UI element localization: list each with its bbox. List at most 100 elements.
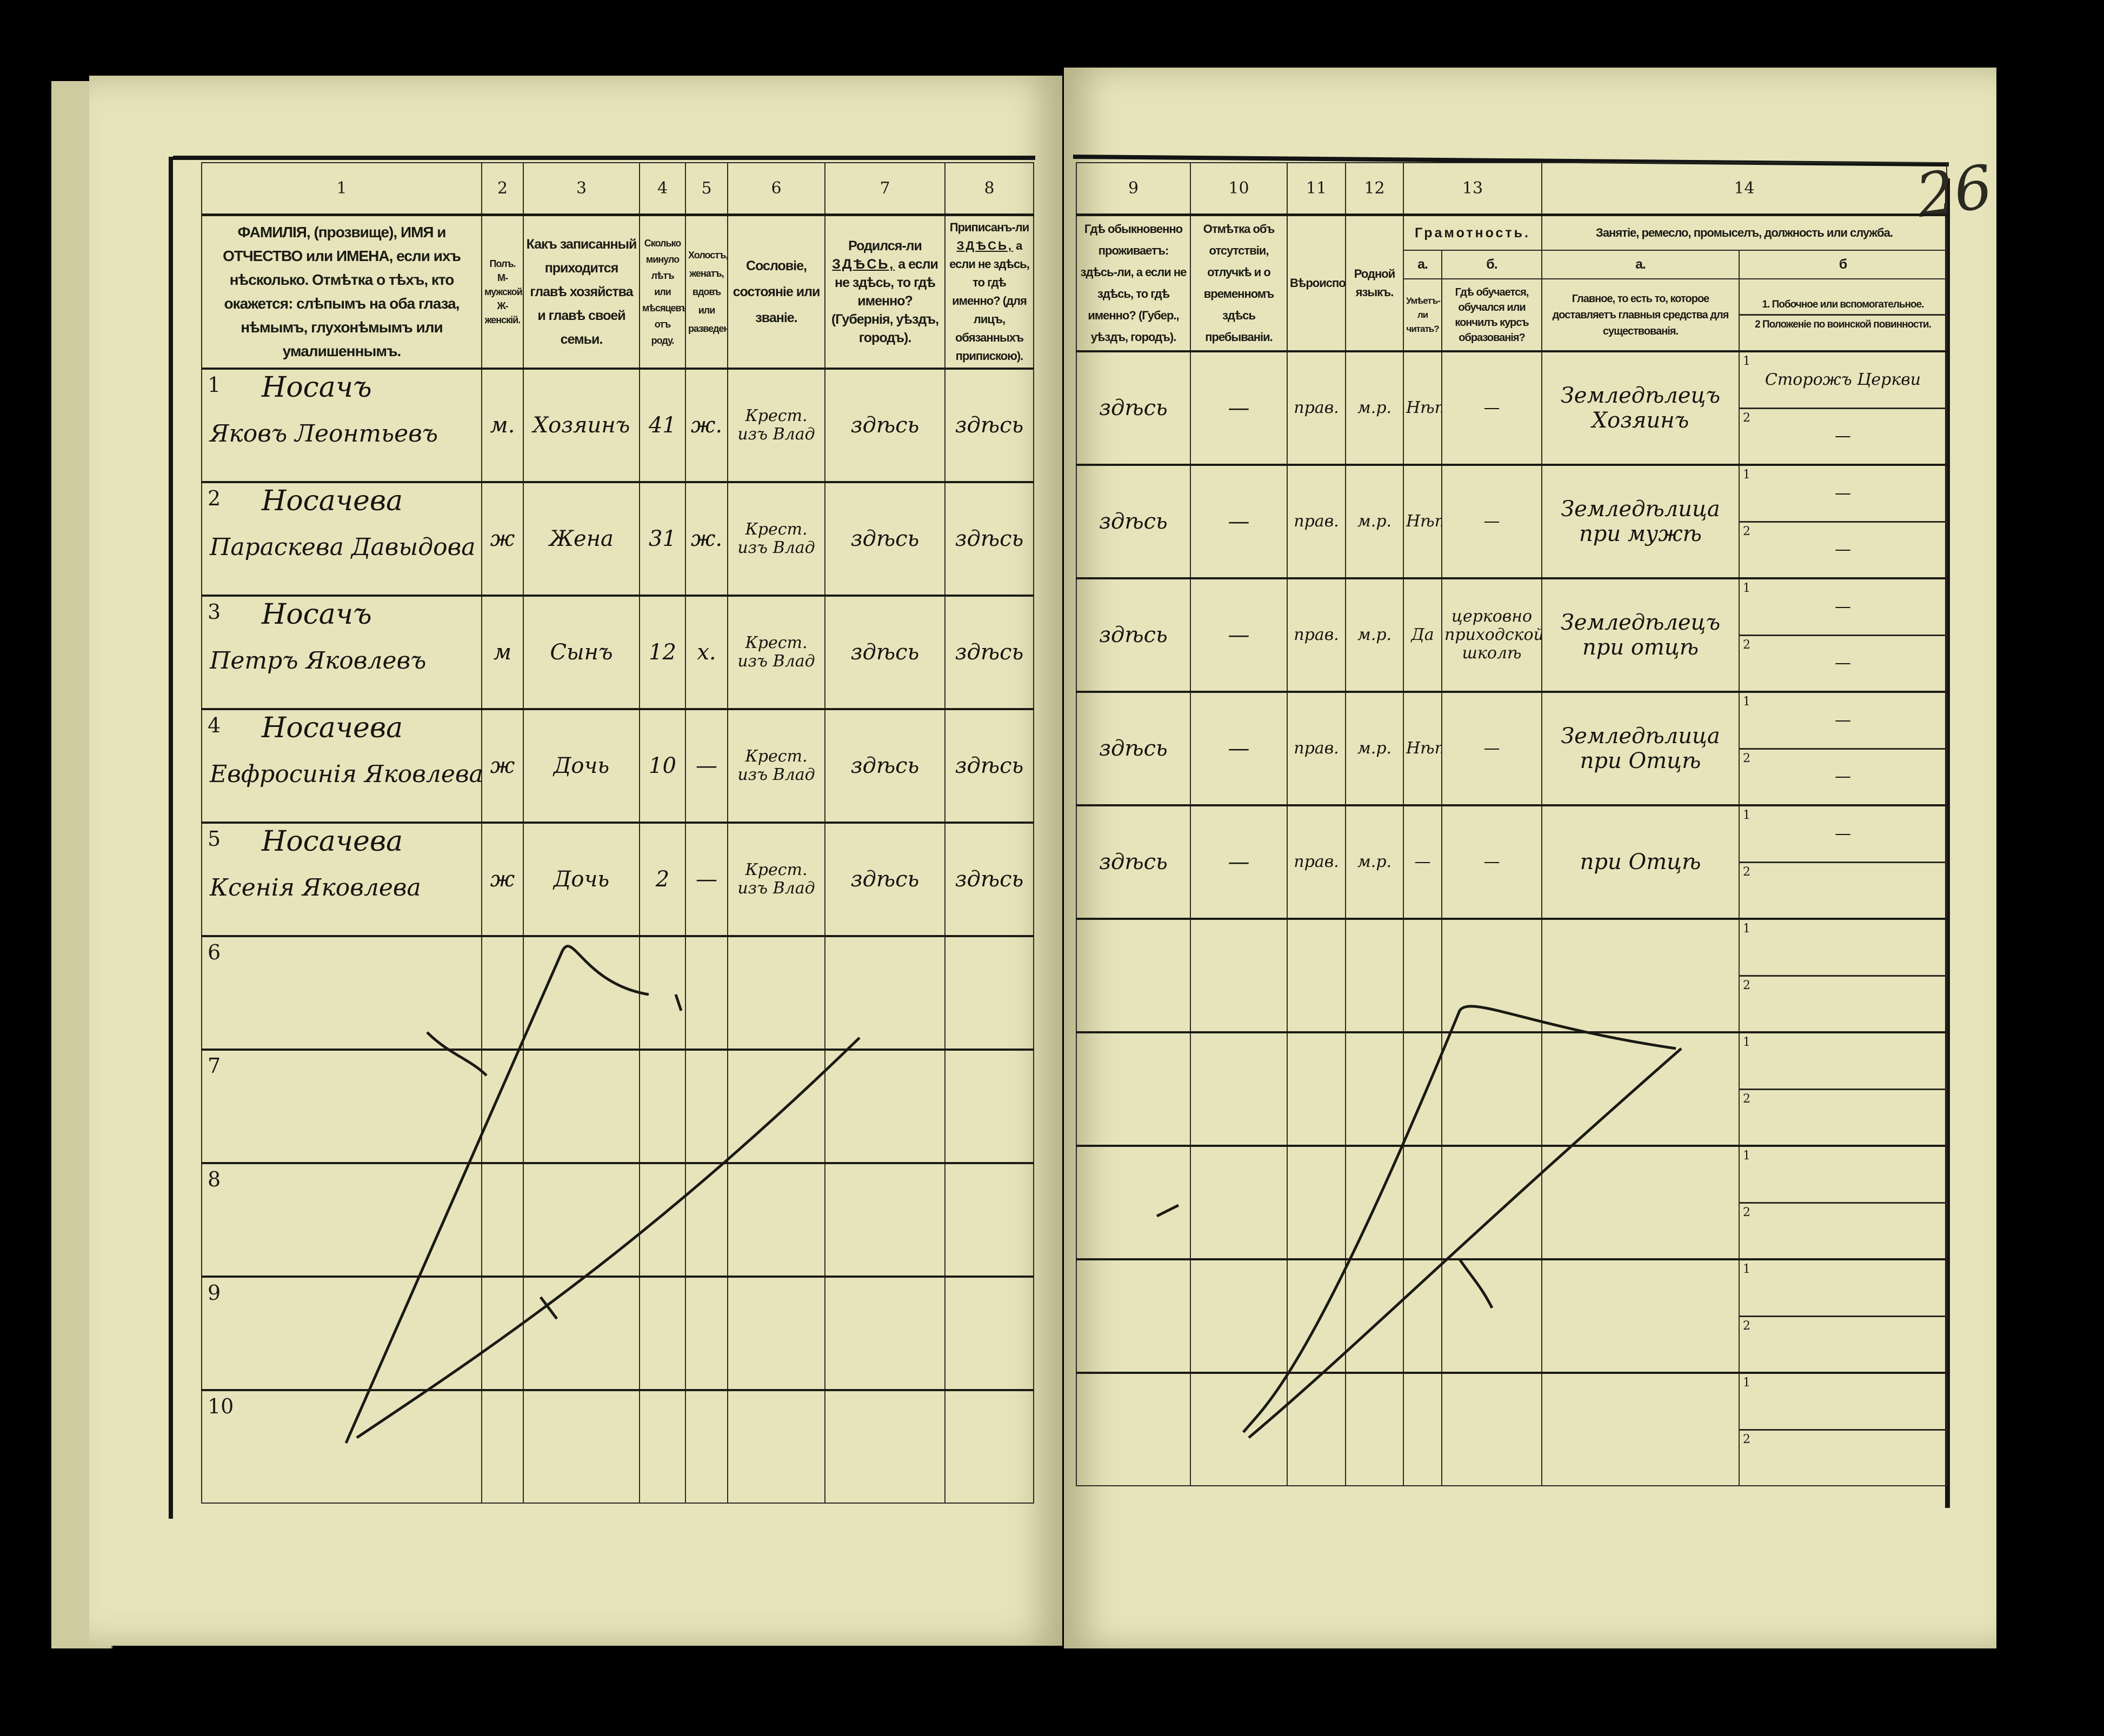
literacy-cell: — (1403, 804, 1442, 919)
col-number: 4 (639, 162, 686, 216)
main-occupation-cell (1541, 918, 1740, 1033)
birthplace-cell-value: здѣсь (850, 867, 920, 892)
language-cell-value: м.р. (1357, 398, 1392, 417)
header-occupation: Занятіе, ремесло, промыселъ, должность и… (1541, 214, 1947, 251)
religion-cell-value: прав. (1294, 852, 1339, 871)
birthplace-cell (824, 1162, 946, 1277)
header-14b-letter: б (1739, 249, 1947, 280)
header-marital: Холостъ, женатъ, вдовъ или разведенъ. (685, 214, 728, 369)
registration-cell (944, 1276, 1034, 1391)
relation-cell: Сынъ (523, 595, 640, 710)
relation-cell (523, 1162, 640, 1277)
religion-cell (1287, 1031, 1346, 1146)
relation-cell (523, 1389, 640, 1504)
table-row: 3 Носачъ Петръ Яковлевъ м Сынъ 12 х. Крест. изъ… (201, 595, 1034, 710)
sub-label: 2 (1743, 524, 1750, 538)
age-cell (639, 1049, 686, 1164)
absence-cell: — (1190, 804, 1288, 919)
estate-cell: Крест. изъ Влад (727, 822, 825, 937)
surname: Носачъ (262, 371, 372, 404)
header-secondary-occupation: 1. Побочное или вспомогательное. (1740, 296, 1946, 316)
education-cell-value: — (1483, 739, 1500, 758)
registration-cell-value: здѣсь (955, 753, 1024, 778)
education-cell (1441, 1031, 1542, 1146)
estate-cell: Крест. изъ Влад (727, 595, 825, 710)
name-cell: 7 (201, 1049, 482, 1164)
sub-label: 2 (1743, 978, 1750, 992)
marital-status-cell (685, 1162, 728, 1277)
registration-cell (944, 935, 1034, 1050)
military-status: 2 (1740, 863, 1946, 918)
sub-label: 1 (1743, 1376, 1750, 1390)
row-number: 2 (208, 486, 221, 510)
table-row: 4 Носачева Евфросинія Яковлева ж Дочь 10 — Крес… (201, 708, 1034, 823)
census-form-left: 1 2 3 4 5 6 7 8 ФАМИЛІЯ, (прозвище), ИМЯ… (201, 162, 1034, 1504)
header-registration-a: Приписанъ-ли (949, 221, 1029, 234)
header-estate: Сословіе, состояніе или званіе. (727, 214, 825, 369)
given-names: Евфросинія Яковлева (210, 760, 482, 788)
age-cell (639, 1389, 686, 1504)
main-occupation-cell (1541, 1031, 1740, 1146)
header-registration-b: а если не здѣсь, то гдѣ именно? (для лиц… (949, 239, 1030, 363)
military-status: 2 (1740, 1317, 1946, 1372)
name-cell: 2 Носачева Параскева Давыдова (201, 481, 482, 596)
sex-cell: ж (481, 708, 524, 823)
military-status: 2 (1740, 1090, 1946, 1145)
registration-cell-value: здѣсь (955, 526, 1024, 551)
estate-cell: Крест. изъ Влад (727, 368, 825, 483)
table-row: 2 Носачева Параскева Давыдова ж Жена 31 ж. Крес… (201, 481, 1034, 596)
marital-status-cell-value: — (696, 867, 717, 892)
religion-cell: прав. (1287, 804, 1346, 919)
relation-cell: Хозяинъ (523, 368, 640, 483)
relation-cell (523, 935, 640, 1050)
secondary-occupation: 1 Сторожъ Церкви (1740, 353, 1946, 409)
table-row: здѣсь — прав. м.р. Нѣтъ — Земледѣлица при мужѣ… (1076, 464, 1947, 579)
residence-cell (1076, 1031, 1191, 1146)
education-cell: церковно приходской школѣ (1441, 577, 1542, 692)
main-occupation-cell (1541, 1372, 1740, 1486)
col-number: 3 (523, 162, 640, 216)
name-cell: 9 (201, 1276, 482, 1391)
residence-cell-value: здѣсь (1099, 736, 1168, 761)
residence-cell (1076, 1145, 1191, 1260)
sub-label: 2 (1743, 865, 1750, 879)
col-number: 14 (1541, 162, 1947, 216)
surname: Носачъ (262, 598, 372, 631)
col-number: 12 (1345, 162, 1404, 216)
estate-cell (727, 1276, 825, 1391)
absence-cell-value: — (1228, 623, 1250, 647)
absence-cell: — (1190, 691, 1288, 806)
name-cell: 10 (201, 1389, 482, 1504)
literacy-cell: Нѣтъ (1403, 691, 1442, 806)
relation-cell-value: Дочь (553, 753, 610, 778)
col-number: 8 (944, 162, 1034, 216)
sub-label: 2 (1743, 1319, 1750, 1333)
residence-cell-value: здѣсь (1099, 509, 1168, 534)
birthplace-cell (824, 935, 946, 1050)
literacy-cell (1403, 1258, 1442, 1373)
col-number: 9 (1076, 162, 1191, 216)
row-number: 8 (208, 1167, 221, 1191)
marital-status-cell-value: х. (697, 640, 716, 665)
residence-cell: здѣсь (1076, 691, 1191, 806)
table-row: 5 Носачева Ксенія Яковлева ж Дочь 2 — Крест. из… (201, 822, 1034, 937)
secondary-occupation: 1 (1740, 921, 1946, 977)
header-religion: Вѣроисповѣданіе. (1287, 214, 1346, 352)
estate-cell-value: Крест. изъ Влад (737, 633, 815, 671)
secondary-occupation: 1 (1740, 1148, 1946, 1204)
secondary-occupation: 1— (1740, 467, 1946, 523)
literacy-cell-value: Нѣтъ (1406, 398, 1441, 417)
relation-cell (523, 1049, 640, 1164)
header-can-read: Умѣетъ-ли читать? (1403, 278, 1442, 352)
birthplace-cell: здѣсь (824, 708, 946, 823)
surname: Носачева (262, 712, 403, 744)
residence-cell-value: здѣсь (1099, 396, 1168, 420)
literacy-cell: Да (1403, 577, 1442, 692)
relation-cell (523, 1276, 640, 1391)
religion-cell (1287, 918, 1346, 1033)
marital-status-cell (685, 935, 728, 1050)
header-birthplace-here: ЗДѢСЬ, (832, 257, 895, 272)
absence-cell-value: — (1228, 396, 1250, 420)
